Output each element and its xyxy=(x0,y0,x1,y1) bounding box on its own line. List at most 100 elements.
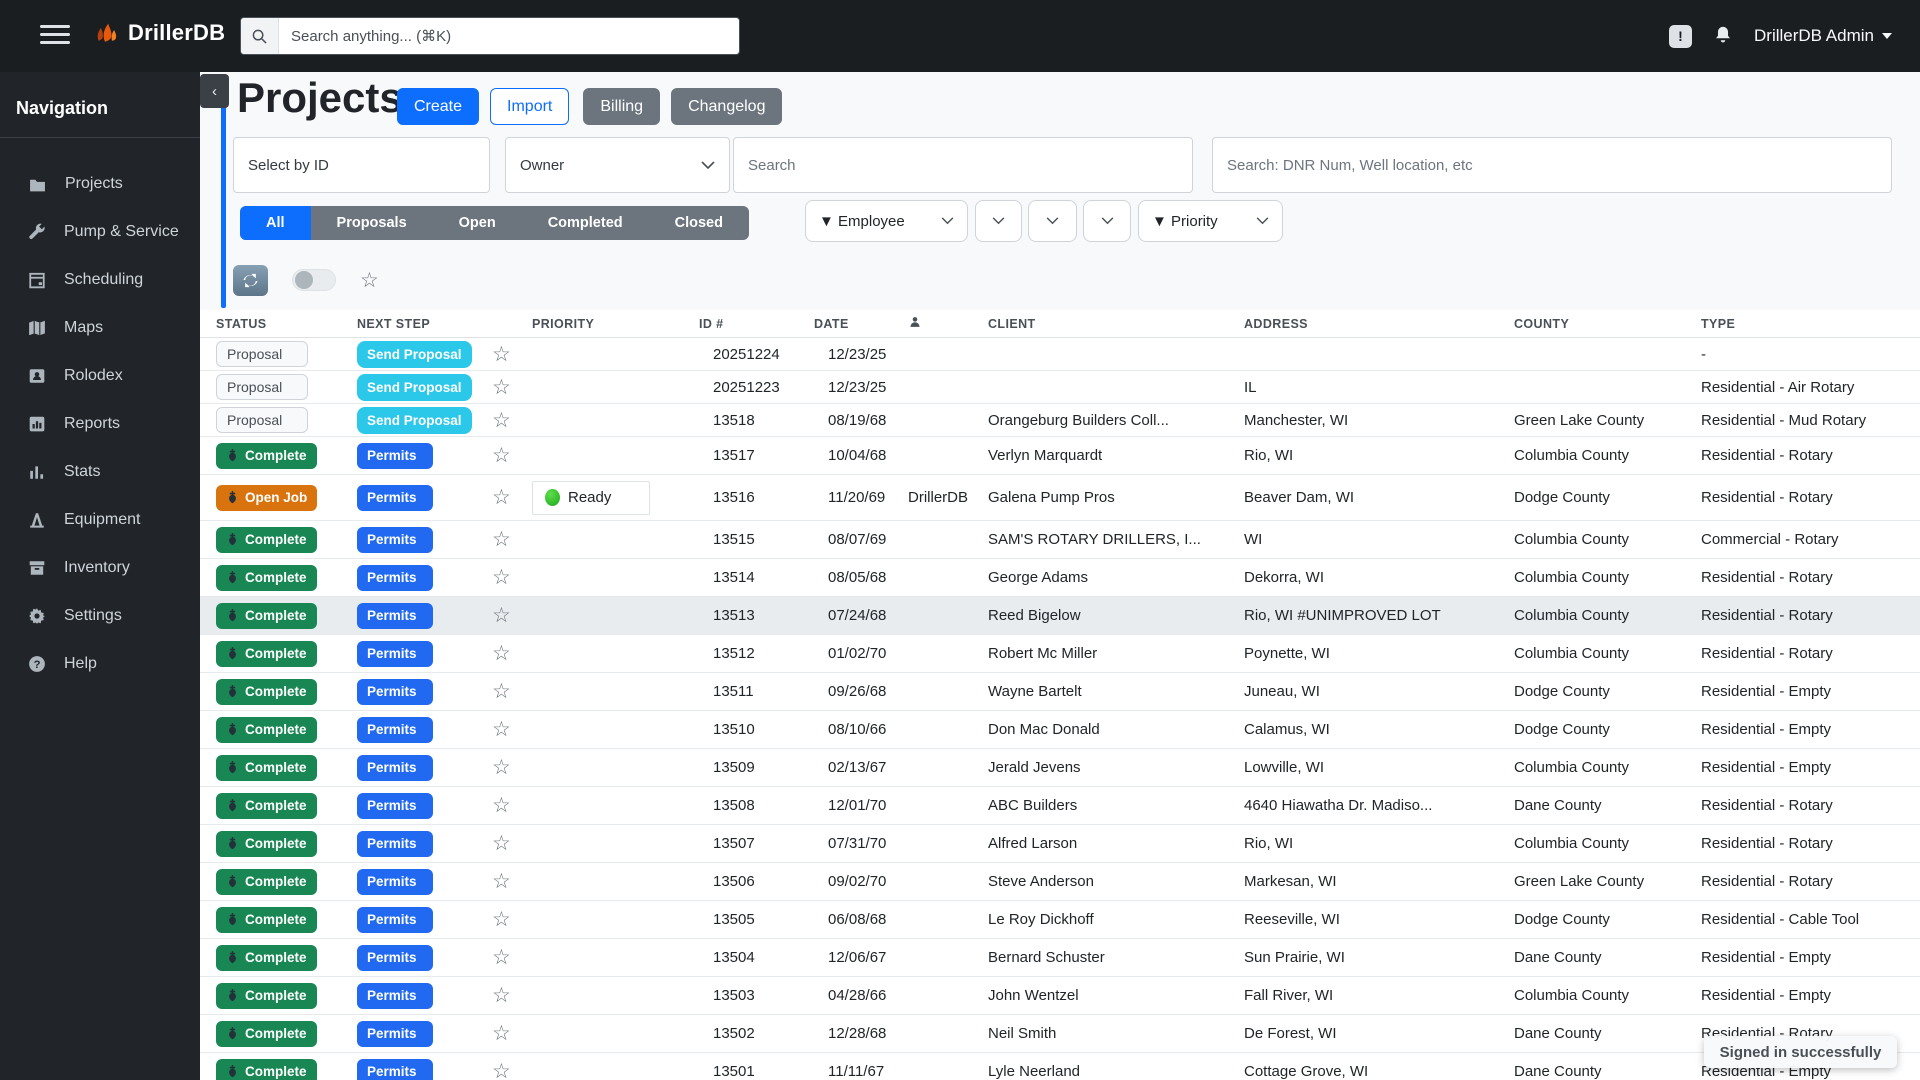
col-address[interactable]: ADDRESS xyxy=(1244,316,1308,331)
tab-open[interactable]: Open xyxy=(433,206,522,240)
filter-dropdown-1[interactable] xyxy=(975,200,1022,242)
table-row[interactable]: Complete Permits ☆ 13507 07/31/70 Alfred… xyxy=(200,825,1920,863)
next-step-chip[interactable]: Permits xyxy=(357,906,433,933)
next-step-chip[interactable]: Permits xyxy=(357,716,433,743)
sidebar-item-help[interactable]: ? Help xyxy=(0,640,200,688)
table-row[interactable]: Complete Permits ☆ 13509 02/13/67 Jerald… xyxy=(200,749,1920,787)
row-favorite-star-icon[interactable]: ☆ xyxy=(492,605,511,626)
row-favorite-star-icon[interactable]: ☆ xyxy=(492,343,511,365)
next-step-chip[interactable]: Permits xyxy=(357,944,433,971)
table-row[interactable]: Complete Permits ☆ 13514 08/05/68 George… xyxy=(200,559,1920,597)
row-favorite-star-icon[interactable]: ☆ xyxy=(492,529,511,550)
feedback-icon[interactable]: ! xyxy=(1669,24,1693,48)
table-row[interactable]: Complete Permits ☆ 13512 01/02/70 Robert… xyxy=(200,635,1920,673)
row-favorite-star-icon[interactable]: ☆ xyxy=(492,985,511,1006)
search-input[interactable] xyxy=(734,138,1192,192)
row-favorite-star-icon[interactable]: ☆ xyxy=(492,643,511,664)
table-row[interactable]: Complete Permits ☆ 13503 04/28/66 John W… xyxy=(200,977,1920,1015)
tab-all[interactable]: All xyxy=(240,206,311,240)
priority-ready-chip[interactable]: Ready xyxy=(532,480,650,515)
sidebar-item-reports[interactable]: Reports xyxy=(0,400,200,448)
next-step-chip[interactable]: Send Proposal xyxy=(357,340,472,368)
col-type[interactable]: TYPE xyxy=(1701,316,1736,331)
next-step-chip[interactable]: Permits xyxy=(357,1020,433,1047)
sidebar-item-maps[interactable]: Maps xyxy=(0,304,200,352)
next-step-chip[interactable]: Permits xyxy=(357,484,433,511)
sidebar-item-rolodex[interactable]: Rolodex xyxy=(0,352,200,400)
next-step-chip[interactable]: Send Proposal xyxy=(357,406,472,434)
col-status[interactable]: STATUS xyxy=(216,316,267,331)
changelog-button[interactable]: Changelog xyxy=(671,88,783,125)
next-step-chip[interactable]: Permits xyxy=(357,792,433,819)
table-row[interactable]: Complete Permits ☆ 13504 12/06/67 Bernar… xyxy=(200,939,1920,977)
sidebar-item-projects[interactable]: Projects xyxy=(0,160,200,208)
table-row[interactable]: Complete Permits ☆ 13506 09/02/70 Steve … xyxy=(200,863,1920,901)
next-step-chip[interactable]: Permits xyxy=(357,754,433,781)
row-favorite-star-icon[interactable]: ☆ xyxy=(492,833,511,854)
next-step-chip[interactable]: Send Proposal xyxy=(357,373,472,401)
billing-button[interactable]: Billing xyxy=(583,88,661,125)
row-favorite-star-icon[interactable]: ☆ xyxy=(492,376,511,398)
table-row[interactable]: Proposal Send Proposal ☆ 20251223 12/23/… xyxy=(200,371,1920,404)
next-step-chip[interactable]: Permits xyxy=(357,526,433,553)
next-step-chip[interactable]: Permits xyxy=(357,678,433,705)
hamburger-menu-icon[interactable] xyxy=(40,25,70,47)
sidebar-item-scheduling[interactable]: Scheduling xyxy=(0,256,200,304)
col-id[interactable]: ID # xyxy=(699,316,724,331)
sidebar-item-equipment[interactable]: Equipment xyxy=(0,496,200,544)
row-favorite-star-icon[interactable]: ☆ xyxy=(492,871,511,892)
sidebar-item-inventory[interactable]: Inventory xyxy=(0,544,200,592)
global-search-input[interactable] xyxy=(279,18,739,54)
col-priority[interactable]: PRIORITY xyxy=(532,316,595,331)
next-step-chip[interactable]: Permits xyxy=(357,1058,433,1080)
refresh-button[interactable] xyxy=(233,264,268,296)
row-favorite-star-icon[interactable]: ☆ xyxy=(492,1023,511,1044)
filter-dropdown-3[interactable] xyxy=(1083,200,1131,242)
bell-icon[interactable] xyxy=(1714,24,1732,48)
owner-select[interactable]: Owner xyxy=(505,137,730,193)
user-menu[interactable]: DrillerDB Admin xyxy=(1754,26,1892,46)
next-step-chip[interactable]: Permits xyxy=(357,982,433,1009)
row-favorite-star-icon[interactable]: ☆ xyxy=(492,795,511,816)
row-favorite-star-icon[interactable]: ☆ xyxy=(492,947,511,968)
filter-toggle[interactable] xyxy=(292,269,336,291)
tab-closed[interactable]: Closed xyxy=(649,206,749,240)
next-step-chip[interactable]: Permits xyxy=(357,442,433,469)
dnr-search-input[interactable] xyxy=(1213,138,1891,192)
sidebar-item-pump-service[interactable]: Pump & Service xyxy=(0,208,200,256)
sidebar-collapse-button[interactable]: ‹ xyxy=(200,74,229,108)
table-row[interactable]: Complete Permits ☆ 13513 07/24/68 Reed B… xyxy=(200,597,1920,635)
row-favorite-star-icon[interactable]: ☆ xyxy=(492,681,511,702)
table-row[interactable]: Complete Permits ☆ 13508 12/01/70 ABC Bu… xyxy=(200,787,1920,825)
table-row[interactable]: Complete Permits ☆ 13510 08/10/66 Don Ma… xyxy=(200,711,1920,749)
employee-filter-dropdown[interactable]: ▼ Employee xyxy=(805,200,968,242)
table-row[interactable]: Complete Permits ☆ 13515 08/07/69 SAM'S … xyxy=(200,521,1920,559)
col-owner[interactable] xyxy=(908,315,988,332)
col-county[interactable]: COUNTY xyxy=(1514,316,1570,331)
next-step-chip[interactable]: Permits xyxy=(357,564,433,591)
next-step-chip[interactable]: Permits xyxy=(357,830,433,857)
table-row[interactable]: Proposal Send Proposal ☆ 13518 08/19/68 … xyxy=(200,404,1920,437)
create-button[interactable]: Create xyxy=(397,88,480,125)
row-favorite-star-icon[interactable]: ☆ xyxy=(492,487,511,508)
next-step-chip[interactable]: Permits xyxy=(357,640,433,667)
table-row[interactable]: Proposal Send Proposal ☆ 20251224 12/23/… xyxy=(200,338,1920,371)
table-row[interactable]: Complete Permits ☆ 13502 12/28/68 Neil S… xyxy=(200,1015,1920,1053)
tab-completed[interactable]: Completed xyxy=(522,206,649,240)
row-favorite-star-icon[interactable]: ☆ xyxy=(492,567,511,588)
row-favorite-star-icon[interactable]: ☆ xyxy=(492,409,511,431)
select-by-id-input[interactable] xyxy=(234,138,489,192)
col-next-step[interactable]: NEXT STEP xyxy=(357,316,431,331)
brand[interactable]: DrillerDB xyxy=(92,15,225,50)
col-client[interactable]: CLIENT xyxy=(988,316,1036,331)
favorites-filter-star-icon[interactable]: ☆ xyxy=(360,268,379,292)
row-favorite-star-icon[interactable]: ☆ xyxy=(492,445,511,466)
row-favorite-star-icon[interactable]: ☆ xyxy=(492,719,511,740)
filter-dropdown-2[interactable] xyxy=(1028,200,1077,242)
table-row[interactable]: Complete Permits ☆ 13505 06/08/68 Le Roy… xyxy=(200,901,1920,939)
next-step-chip[interactable]: Permits xyxy=(357,602,433,629)
sidebar-item-settings[interactable]: Settings xyxy=(0,592,200,640)
row-favorite-star-icon[interactable]: ☆ xyxy=(492,757,511,778)
sidebar-item-stats[interactable]: Stats xyxy=(0,448,200,496)
next-step-chip[interactable]: Permits xyxy=(357,868,433,895)
